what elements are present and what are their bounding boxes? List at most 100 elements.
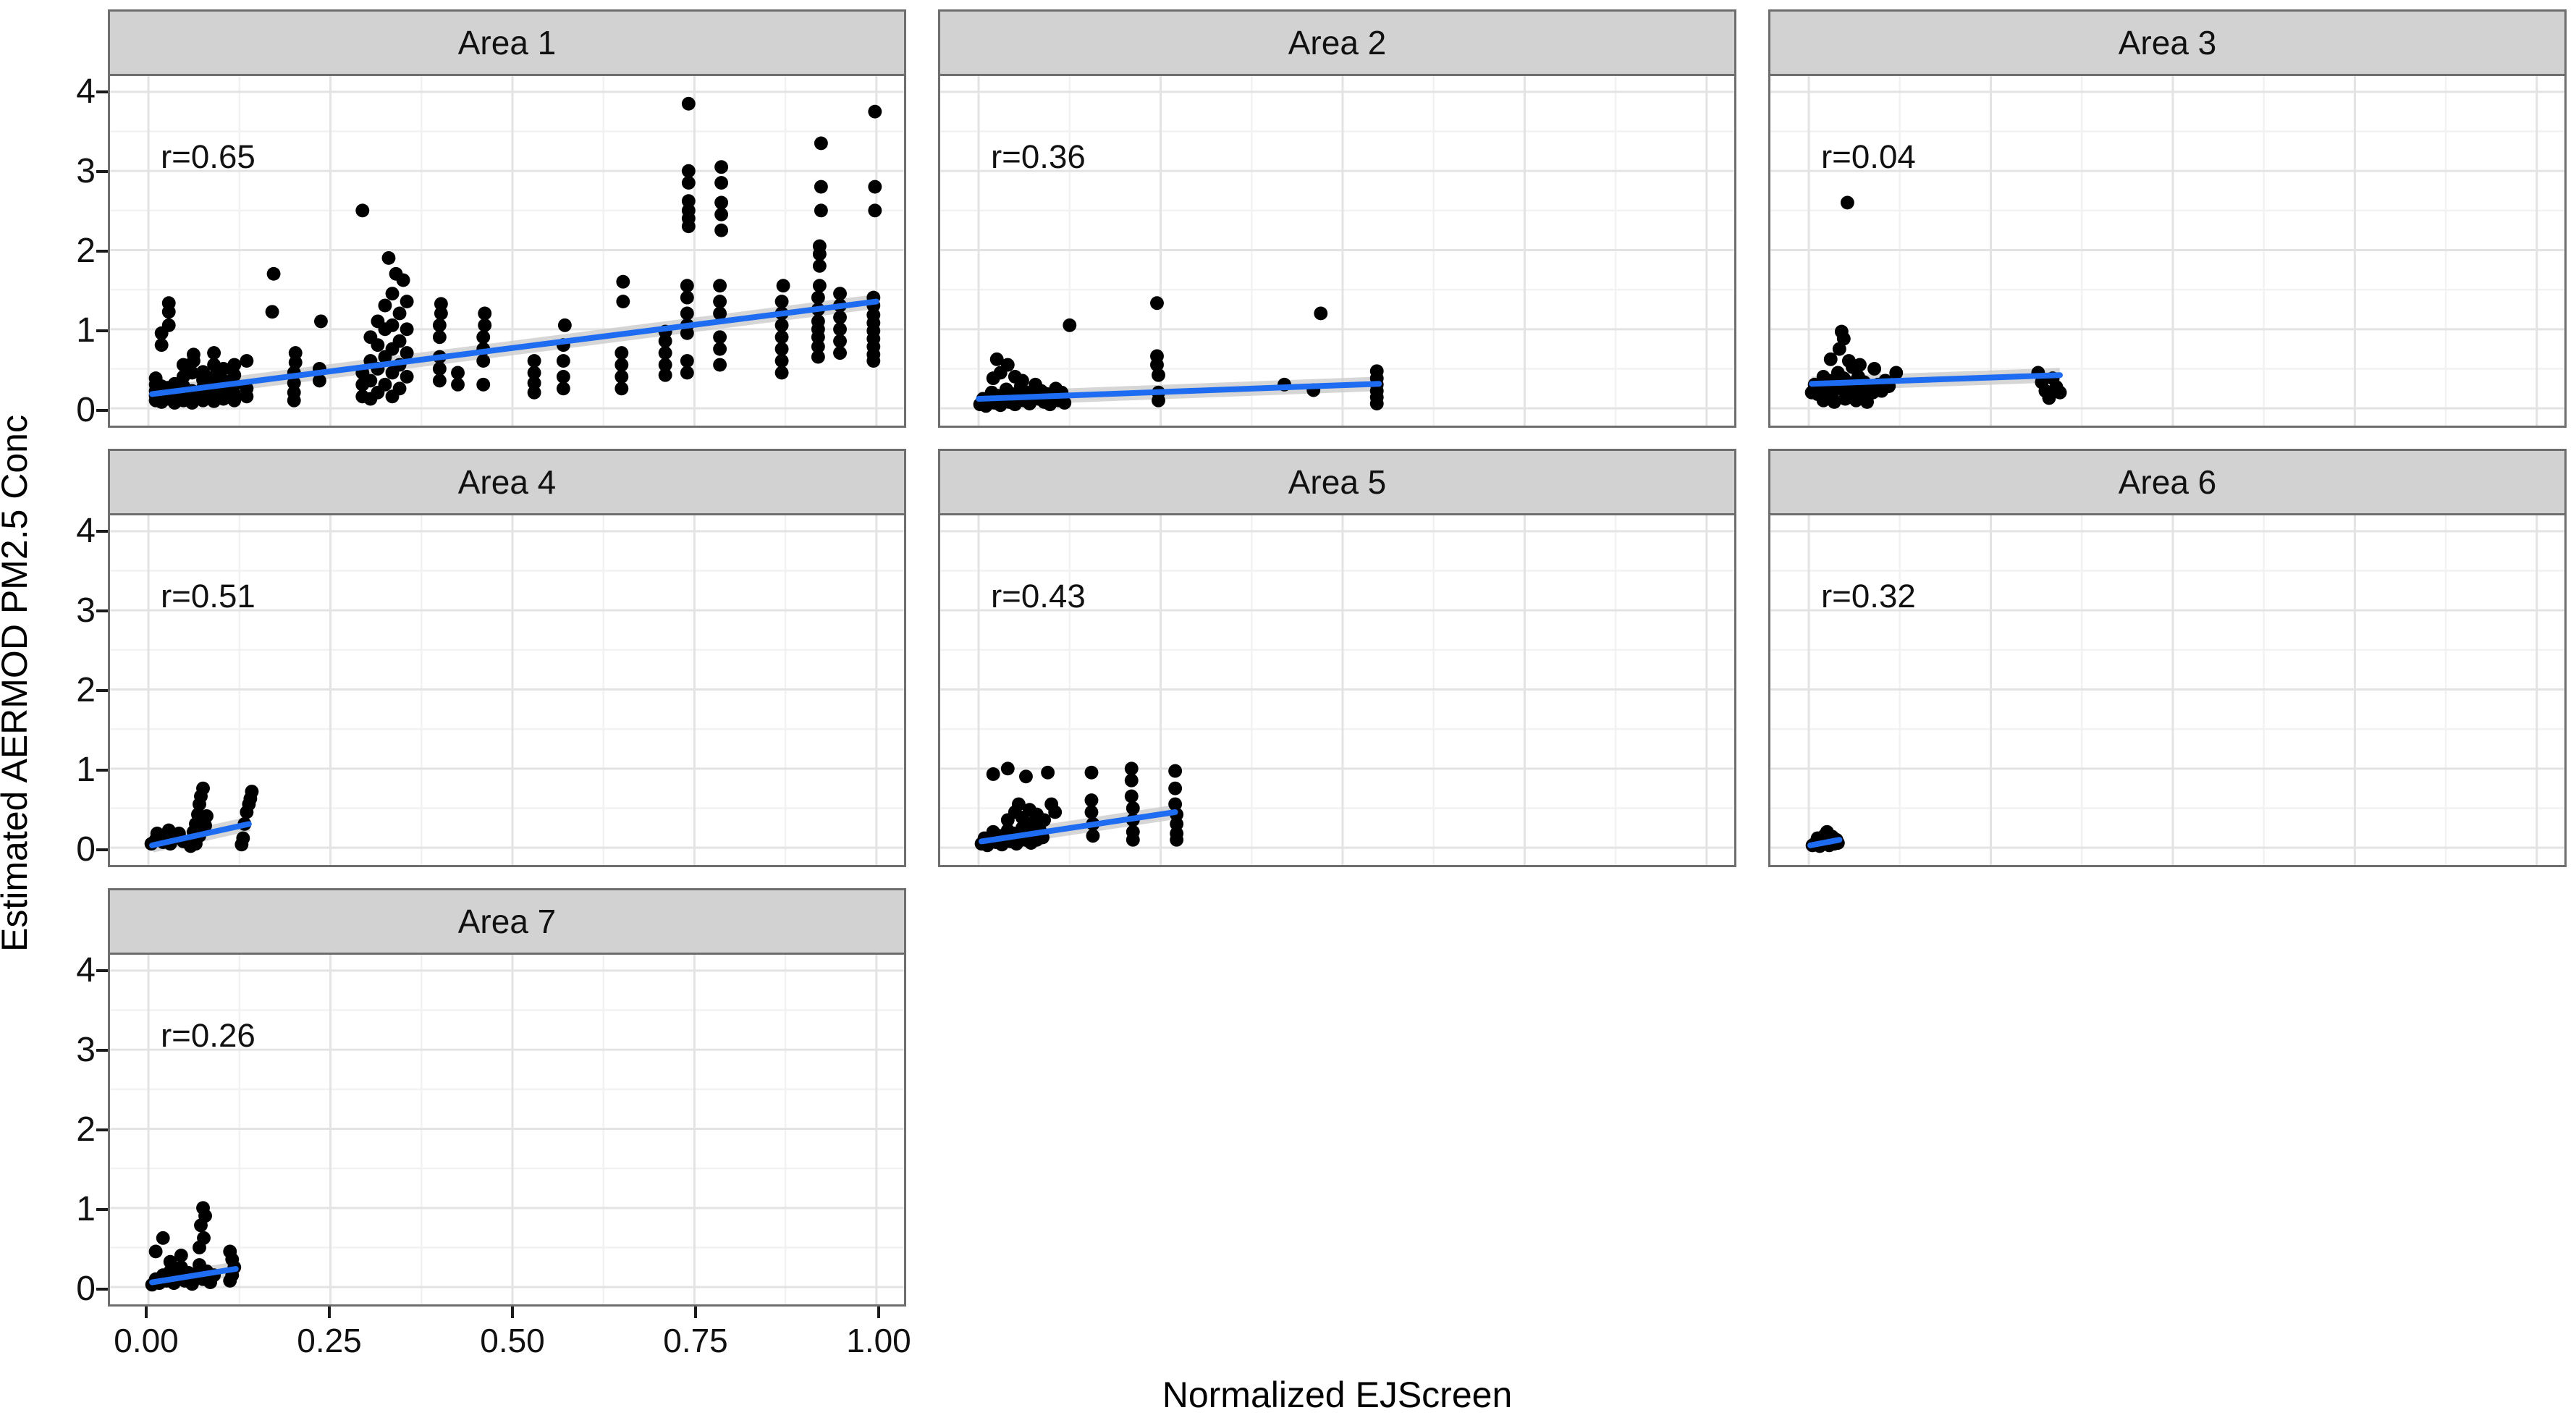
- data-point: [556, 369, 570, 384]
- smooth-line: [149, 821, 252, 848]
- data-point: [1041, 765, 1055, 780]
- y-tick-label: 2: [76, 1110, 96, 1149]
- y-tick-label: 3: [76, 1031, 96, 1069]
- facet-strip-label: Area 1: [457, 24, 557, 62]
- data-point: [833, 322, 847, 337]
- data-point: [1170, 816, 1184, 831]
- smooth-line: [979, 809, 1178, 845]
- data-point: [713, 358, 727, 372]
- data-point: [527, 376, 541, 390]
- y-tick-mark: [96, 170, 108, 173]
- y-tick-mark: [96, 848, 108, 851]
- data-point: [811, 290, 825, 305]
- data-point: [478, 318, 492, 332]
- data-point: [774, 354, 789, 368]
- data-point: [476, 354, 491, 368]
- data-point: [476, 330, 491, 345]
- grid-major: [1770, 76, 2564, 426]
- data-point: [1037, 813, 1052, 827]
- facet-plot-area: r=0.32: [1768, 515, 2567, 867]
- data-point: [1369, 397, 1384, 411]
- plot-layer: [145, 1201, 242, 1292]
- y-tick-mark: [96, 1208, 108, 1211]
- facet-plot-area: r=0.65: [108, 76, 906, 428]
- data-point: [1889, 366, 1904, 380]
- facet-plot-area: r=0.51: [108, 515, 906, 867]
- y-tick-mark: [96, 329, 108, 332]
- data-point: [1840, 195, 1854, 210]
- data-point: [658, 368, 672, 382]
- y-tick-mark: [96, 409, 108, 412]
- data-point: [658, 346, 672, 360]
- data-point: [714, 195, 729, 210]
- x-tick-label: 0.25: [297, 1322, 362, 1359]
- data-point: [774, 330, 789, 345]
- data-point: [148, 1244, 163, 1259]
- data-point: [1019, 769, 1033, 784]
- data-point: [400, 322, 414, 337]
- facet-strip: Area 2: [938, 9, 1736, 76]
- y-tick-label: 2: [76, 671, 96, 709]
- facet-area-7: Area 7 r=0.26: [108, 888, 906, 1307]
- facet-area-5: Area 5 r=0.43: [938, 449, 1736, 867]
- data-point: [714, 207, 729, 221]
- data-point: [200, 809, 214, 823]
- y-tick-label: 2: [76, 232, 96, 270]
- grid-major: [940, 515, 1734, 865]
- data-point: [616, 274, 630, 289]
- data-point: [986, 767, 1000, 781]
- data-point: [161, 296, 176, 311]
- data-point: [616, 295, 630, 309]
- data-point: [833, 334, 847, 348]
- data-point: [1084, 805, 1099, 819]
- smooth-line: [976, 381, 1382, 402]
- data-point: [814, 180, 828, 194]
- y-tick-label: 0: [76, 830, 96, 869]
- data-point: [774, 342, 789, 356]
- data-point: [1126, 832, 1140, 847]
- x-tick-label: 0.50: [480, 1322, 545, 1359]
- facet-plot-area: r=0.43: [938, 515, 1736, 867]
- data-point: [680, 366, 694, 380]
- data-point: [615, 381, 629, 396]
- facet-strip-label: Area 3: [2118, 24, 2217, 62]
- correlation-label: r=0.36: [991, 138, 1086, 175]
- data-point: [658, 334, 672, 348]
- data-point: [1314, 306, 1328, 321]
- data-point: [556, 381, 570, 396]
- data-point: [355, 203, 370, 218]
- y-tick-label: 0: [76, 391, 96, 429]
- data-point: [868, 180, 882, 194]
- data-point: [476, 377, 491, 392]
- data-point: [680, 279, 694, 293]
- data-point: [392, 334, 407, 348]
- data-point: [196, 365, 210, 379]
- data-point: [615, 369, 629, 384]
- facet-strip: Area 6: [1768, 449, 2567, 515]
- data-point: [287, 376, 301, 390]
- data-point: [434, 306, 448, 321]
- data-point: [868, 104, 882, 119]
- data-point: [196, 781, 210, 795]
- facet-area-4: Area 4 r=0.51: [108, 449, 906, 867]
- facet-area-2: Area 2 r=0.36: [938, 9, 1736, 428]
- data-point: [1168, 781, 1183, 795]
- data-point: [681, 164, 696, 178]
- y-tick-mark: [96, 769, 108, 772]
- data-point: [1084, 765, 1099, 780]
- data-point: [811, 339, 825, 354]
- data-point: [833, 346, 847, 360]
- data-point: [1124, 761, 1139, 776]
- y-tick-label: 3: [76, 591, 96, 630]
- data-point: [287, 385, 301, 400]
- facet-strip-label: Area 4: [457, 463, 557, 501]
- data-point: [774, 366, 789, 380]
- data-point: [1838, 392, 1852, 406]
- data-point: [681, 203, 696, 218]
- data-point: [1000, 358, 1015, 372]
- data-point: [714, 176, 729, 190]
- data-point: [814, 203, 828, 218]
- plot-layer: [973, 296, 1384, 413]
- data-point: [363, 374, 378, 388]
